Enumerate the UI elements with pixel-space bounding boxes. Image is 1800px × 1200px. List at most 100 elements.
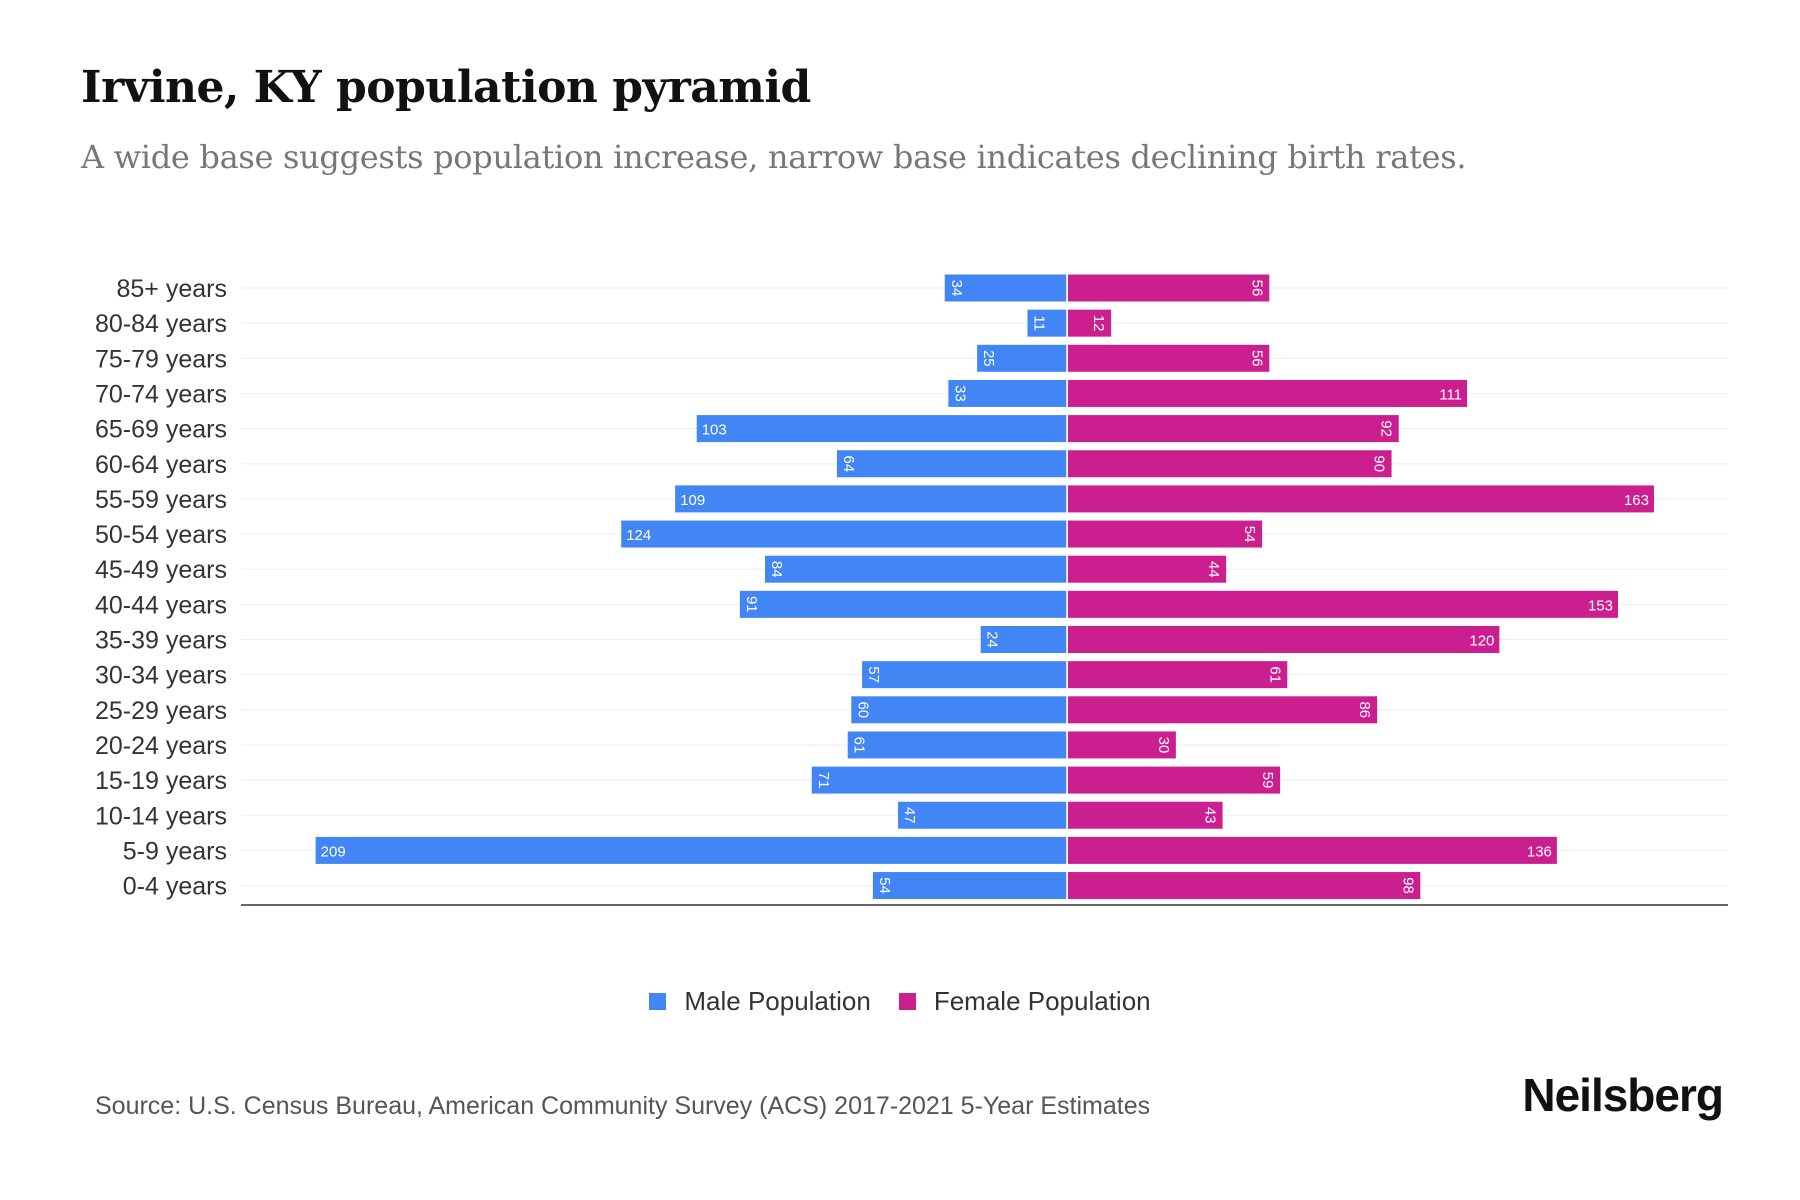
category-label: 40-44 years [95, 591, 227, 619]
male-bar [898, 801, 1067, 829]
data-label: 84 [768, 561, 785, 578]
data-label: 86 [1356, 701, 1373, 718]
data-label: 109 [680, 492, 705, 509]
male-bar [847, 731, 1067, 759]
female-bar [1068, 555, 1227, 583]
category-label: 60-64 years [95, 451, 227, 479]
legend-label-male: Male Population [684, 986, 871, 1016]
data-label: 103 [702, 422, 727, 439]
data-label: 153 [1588, 597, 1613, 614]
female-bar [1068, 520, 1263, 548]
data-label: 60 [854, 701, 871, 718]
legend-label-female: Female Population [933, 986, 1151, 1016]
female-bar [1068, 450, 1392, 478]
data-label: 124 [626, 527, 651, 544]
data-label: 61 [1266, 666, 1283, 683]
data-label: 111 [1439, 386, 1462, 403]
data-label: 56 [1248, 280, 1265, 297]
category-label: 75-79 years [95, 345, 227, 373]
male-bar [696, 415, 1067, 443]
category-label: 20-24 years [95, 732, 227, 760]
data-label: 120 [1469, 633, 1494, 650]
legend-item-male[interactable]: Male Population [649, 986, 871, 1017]
data-label: 57 [865, 666, 882, 683]
data-label: 61 [851, 737, 868, 754]
data-label: 209 [321, 843, 346, 860]
male-bar [739, 590, 1067, 618]
legend-item-female[interactable]: Female Population [898, 986, 1151, 1017]
data-label: 90 [1371, 455, 1388, 472]
data-label: 43 [1202, 807, 1219, 824]
female-bar [1068, 872, 1421, 900]
category-label: 85+ years [117, 275, 228, 303]
male-bar [980, 626, 1067, 653]
legend-swatch-male [649, 993, 667, 1010]
data-label: 47 [901, 807, 918, 824]
female-bar [1068, 626, 1500, 653]
male-bar [851, 696, 1067, 724]
female-bar [1068, 379, 1468, 407]
female-bar [1068, 485, 1654, 513]
female-bar [1068, 696, 1378, 724]
female-bar [1068, 274, 1270, 302]
category-label: 45-49 years [95, 556, 227, 584]
data-label: 24 [984, 631, 1001, 648]
male-bar [811, 766, 1067, 794]
female-bar [1068, 309, 1112, 337]
category-label: 30-34 years [95, 662, 227, 690]
data-label: 12 [1090, 315, 1107, 332]
female-bar [1068, 344, 1270, 372]
male-bar [765, 555, 1067, 583]
male-bar [872, 872, 1067, 900]
source-note: Source: U.S. Census Bureau, American Com… [95, 1092, 1151, 1120]
data-label: 92 [1378, 420, 1395, 437]
male-bar [977, 344, 1067, 372]
male-bar [1027, 309, 1067, 337]
neilsberg-logo: Neilsberg [1522, 1069, 1724, 1121]
data-label: 163 [1624, 492, 1649, 509]
category-label: 10-14 years [95, 802, 227, 830]
data-label: 54 [876, 877, 893, 894]
category-label: 70-74 years [95, 380, 227, 408]
category-label: 15-19 years [95, 767, 227, 795]
category-label: 0-4 years [123, 873, 227, 901]
chart-subtitle: A wide base suggests population increase… [81, 138, 1467, 176]
female-bar [1068, 731, 1176, 759]
category-label: 50-54 years [95, 521, 227, 549]
category-label: 80-84 years [95, 310, 227, 338]
data-label: 71 [815, 772, 832, 789]
female-bar [1068, 836, 1557, 864]
data-label: 33 [951, 385, 968, 402]
data-label: 98 [1399, 877, 1416, 894]
male-bar [836, 450, 1067, 478]
female-bar [1068, 590, 1619, 618]
data-label: 91 [743, 596, 760, 613]
data-label: 44 [1205, 561, 1222, 578]
category-label: 5-9 years [123, 837, 227, 865]
female-bar [1068, 661, 1288, 689]
male-bar [675, 485, 1067, 513]
female-bar [1068, 801, 1223, 829]
data-label: 136 [1527, 843, 1552, 860]
male-bar [315, 836, 1067, 864]
data-label: 25 [980, 350, 997, 367]
legend: Male Population Female Population [0, 986, 1800, 1017]
male-bar [862, 661, 1067, 689]
data-label: 59 [1259, 772, 1276, 789]
data-label: 11 [1030, 315, 1047, 331]
category-label: 65-69 years [95, 416, 227, 444]
category-label: 35-39 years [95, 627, 227, 655]
category-label: 55-59 years [95, 486, 227, 514]
male-bar [621, 520, 1067, 548]
female-bar [1068, 415, 1399, 443]
female-bar [1068, 766, 1281, 794]
chart-title: Irvine, KY population pyramid [81, 62, 811, 113]
data-label: 54 [1241, 526, 1258, 543]
legend-swatch-female [898, 993, 916, 1010]
data-label: 56 [1248, 350, 1265, 367]
data-label: 64 [840, 455, 857, 472]
data-label: 30 [1155, 737, 1172, 754]
population-pyramid-chart: 85+ years 34 56 80-84 years 11 12 75-79 years 2… [95, 274, 1728, 906]
data-label: 34 [948, 280, 965, 297]
male-bar [944, 274, 1067, 302]
